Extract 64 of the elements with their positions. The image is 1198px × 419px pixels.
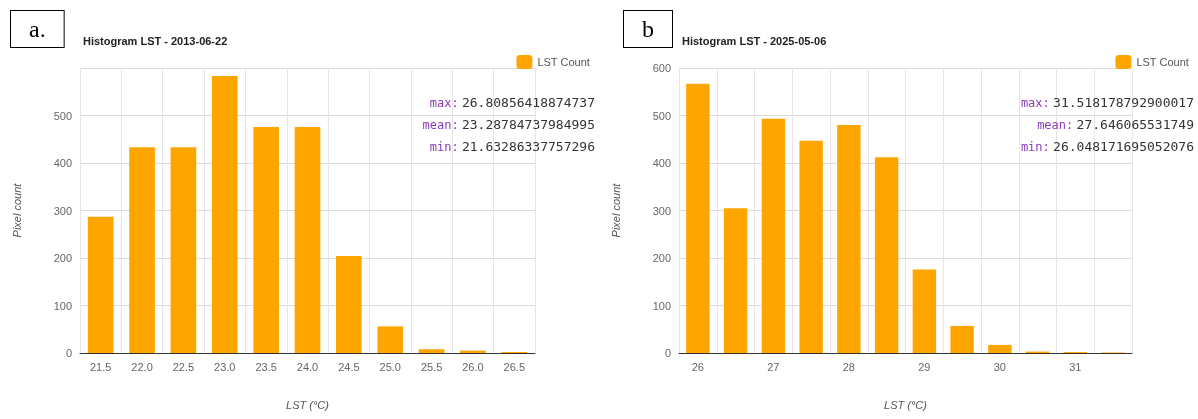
y-tick-label: 200 <box>652 252 671 264</box>
chart-title: Histogram LST - 2013-06-22 <box>83 34 228 47</box>
bar <box>686 83 710 353</box>
x-tick-label: 26 <box>691 360 704 373</box>
x-tick-label: 25.0 <box>379 360 401 373</box>
bar <box>799 140 823 353</box>
bar <box>837 125 861 353</box>
text: a. <box>29 16 46 42</box>
bar <box>336 256 362 353</box>
bar <box>294 126 321 353</box>
y-tick-label: 600 <box>652 62 671 74</box>
y-tick-label: 0 <box>65 347 72 359</box>
x-tick-label: 26.0 <box>462 360 484 373</box>
x-tick-label: 28 <box>842 360 855 373</box>
bar <box>170 147 197 353</box>
y-tick-label: 500 <box>652 109 671 122</box>
x-tick-label: 23.5 <box>255 360 277 373</box>
annotation: mean: 27.646065531749 <box>1037 117 1195 132</box>
x-tick-label: 25.5 <box>420 360 443 373</box>
legend-label: LST Count <box>537 56 590 68</box>
bar <box>418 349 445 353</box>
x-tick-label: 22.5 <box>172 360 195 373</box>
bar <box>950 325 974 353</box>
bar <box>377 326 404 353</box>
bar <box>874 157 899 353</box>
y-tick-label: 100 <box>652 299 671 312</box>
y-tick-label: 300 <box>652 204 671 217</box>
x-tick-label: 26.5 <box>503 360 526 373</box>
y-tick-label: 100 <box>53 299 72 312</box>
x-tick-label: 31 <box>1069 360 1082 373</box>
y-tick-label: 200 <box>53 252 72 264</box>
legend-label: LST Count <box>1136 56 1189 68</box>
x-tick-label: 22.0 <box>131 360 153 373</box>
y-tick-label: 500 <box>53 109 72 122</box>
bar <box>723 208 748 353</box>
text: b <box>642 16 654 42</box>
bar <box>129 147 155 353</box>
bar <box>253 126 279 353</box>
x-tick-label: 21.5 <box>89 360 112 373</box>
y-tick-label: 400 <box>652 157 671 169</box>
y-tick-label: 400 <box>53 157 72 169</box>
x-tick-label: 24.5 <box>338 360 360 373</box>
annotation: max: 31.518178792900017 <box>1020 95 1195 110</box>
x-axis-title: LST (°C) <box>286 398 330 411</box>
bar <box>988 344 1012 353</box>
x-tick-label: 27 <box>767 360 780 373</box>
bar <box>761 118 786 353</box>
x-axis-title: LST (°C) <box>884 398 928 411</box>
y-axis-title: Pixel count <box>609 182 622 238</box>
bar <box>211 76 238 353</box>
x-tick-label: 23.0 <box>214 360 236 373</box>
annotation: max: 26.80856418874737 <box>429 95 596 110</box>
x-tick-label: 29 <box>918 360 931 373</box>
chart-title: Histogram LST - 2025-05-06 <box>682 34 827 47</box>
y-tick-label: 300 <box>53 204 72 217</box>
annotation: min: 21.63286337757296 <box>429 139 596 154</box>
x-tick-label: 30 <box>993 360 1006 373</box>
annotation: mean: 23.28784737984995 <box>422 117 596 132</box>
y-axis-title: Pixel count <box>10 182 23 238</box>
annotation: min: 26.048171695052076 <box>1020 139 1195 154</box>
y-tick-label: 0 <box>664 347 671 359</box>
bar <box>87 216 114 353</box>
bar <box>912 269 937 353</box>
x-tick-label: 24.0 <box>296 360 319 373</box>
